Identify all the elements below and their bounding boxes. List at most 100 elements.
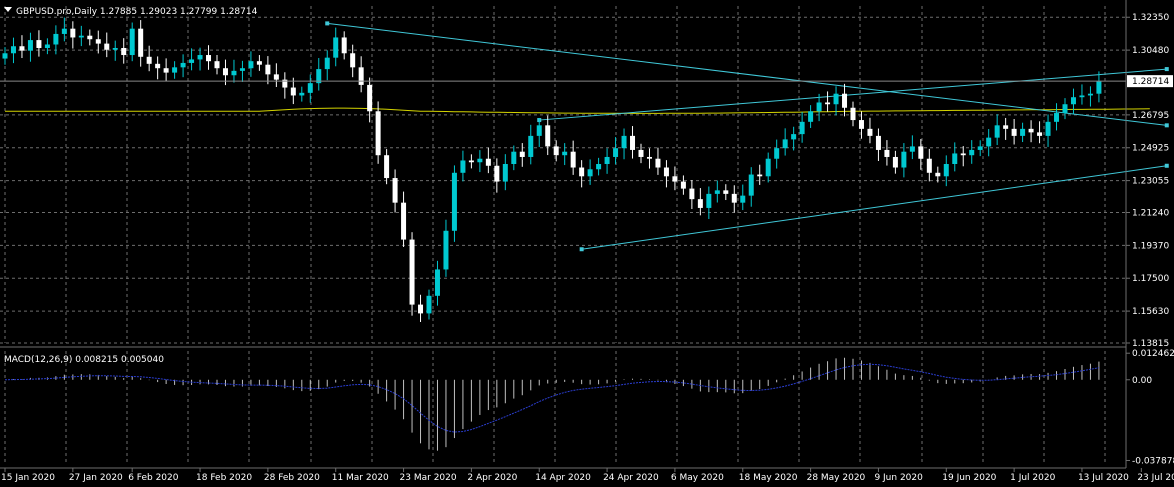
candle-body bbox=[494, 165, 500, 182]
candle-body bbox=[129, 28, 135, 56]
candle-body bbox=[19, 46, 25, 51]
candle-body bbox=[1087, 93, 1093, 96]
candle-body bbox=[222, 68, 228, 76]
price-tick-label: 1.13815 bbox=[1132, 339, 1169, 349]
date-tick-label: 13 Jul 2020 bbox=[1078, 473, 1129, 483]
candle-body bbox=[774, 148, 780, 159]
candle-body bbox=[825, 102, 831, 105]
date-tick-label: 24 Apr 2020 bbox=[603, 473, 659, 483]
candle-body bbox=[935, 172, 941, 177]
candle-body bbox=[358, 67, 364, 85]
candle-body bbox=[655, 158, 661, 168]
candle-body bbox=[638, 149, 644, 157]
date-tick-label: 28 May 2020 bbox=[807, 473, 866, 483]
symbol-header: GBPUSD.pro,Daily 1.27885 1.29023 1.27799… bbox=[4, 7, 258, 17]
candle-body bbox=[44, 44, 50, 49]
candle-body bbox=[977, 146, 983, 150]
candle-body bbox=[61, 28, 67, 34]
date-tick-label: 23 Jul 2020 bbox=[1137, 473, 1174, 483]
candle-body bbox=[468, 160, 474, 163]
date-tick-label: 15 Jan 2020 bbox=[1, 473, 55, 483]
candle-body bbox=[562, 151, 568, 156]
trendline bbox=[581, 165, 1167, 250]
candle-body bbox=[604, 156, 610, 164]
candle-body bbox=[282, 79, 288, 88]
candle-body bbox=[892, 156, 898, 168]
candle-body bbox=[418, 304, 424, 314]
candle-body bbox=[146, 56, 152, 64]
candle-body bbox=[570, 151, 576, 168]
candle-body bbox=[375, 111, 381, 156]
panel-frames bbox=[0, 0, 1127, 469]
candle-body bbox=[672, 176, 678, 182]
trendline-anchor bbox=[325, 21, 330, 26]
candle-body bbox=[867, 128, 873, 136]
candle-body bbox=[782, 139, 788, 149]
candle-body bbox=[273, 74, 279, 80]
macd-tick-label: -0.037878 bbox=[1132, 456, 1174, 466]
collapse-triangle-icon[interactable] bbox=[4, 7, 12, 12]
candle-body bbox=[740, 195, 746, 203]
date-tick-label: 6 May 2020 bbox=[671, 473, 724, 483]
trendline-anchor bbox=[579, 247, 584, 252]
candle-body bbox=[646, 156, 652, 159]
price-tick-label: 1.24925 bbox=[1132, 144, 1169, 154]
candle-body bbox=[748, 174, 754, 196]
candlesticks bbox=[2, 17, 1102, 322]
candle-body bbox=[1096, 81, 1102, 94]
candle-body bbox=[689, 188, 695, 200]
candle-body bbox=[1020, 128, 1026, 136]
candle-body bbox=[536, 125, 542, 136]
candle-body bbox=[1070, 97, 1076, 105]
candle-body bbox=[367, 84, 373, 112]
candle-body bbox=[350, 53, 356, 68]
candle-body bbox=[53, 33, 59, 45]
candle-body bbox=[884, 149, 890, 157]
macd-panel[interactable]: MACD(12,26,9) 0.008215 0.005040 bbox=[4, 351, 1106, 465]
macd-grid bbox=[4, 351, 1106, 465]
trendline bbox=[327, 22, 1167, 126]
candle-body bbox=[401, 202, 407, 240]
macd-signal-line bbox=[4, 363, 1099, 433]
price-panel[interactable] bbox=[0, 6, 1169, 344]
candle-body bbox=[1003, 125, 1009, 129]
candle-body bbox=[206, 55, 212, 62]
candle-body bbox=[1045, 121, 1051, 136]
candle-body bbox=[808, 111, 814, 122]
date-tick-label: 14 Apr 2020 bbox=[535, 473, 591, 483]
candle-body bbox=[299, 92, 305, 96]
date-tick-label: 23 Mar 2020 bbox=[400, 473, 457, 483]
candle-body bbox=[1028, 128, 1034, 133]
candle-body bbox=[502, 163, 508, 182]
date-tick-label: 1 Jul 2020 bbox=[1010, 473, 1055, 483]
candle-body bbox=[842, 93, 848, 108]
trendline-anchor bbox=[1164, 123, 1169, 128]
candle-body bbox=[511, 151, 517, 164]
candle-body bbox=[1054, 113, 1060, 122]
candle-body bbox=[27, 40, 33, 51]
date-tick-label: 28 Feb 2020 bbox=[264, 473, 320, 483]
date-tick-label: 9 Jun 2020 bbox=[874, 473, 923, 483]
candle-body bbox=[87, 35, 93, 40]
trendline-anchor bbox=[1164, 67, 1169, 72]
candle-body bbox=[163, 68, 169, 73]
candle-body bbox=[613, 148, 619, 157]
candle-body bbox=[697, 199, 703, 208]
candle-body bbox=[1011, 128, 1017, 136]
candle-body bbox=[214, 61, 220, 69]
candle-body bbox=[918, 146, 924, 159]
candle-body bbox=[1037, 132, 1043, 136]
trendline bbox=[539, 68, 1167, 121]
candle-body bbox=[189, 59, 195, 63]
candle-body bbox=[112, 48, 118, 50]
price-tick-label: 1.30480 bbox=[1132, 46, 1169, 56]
candle-body bbox=[850, 107, 856, 121]
candle-body bbox=[519, 151, 525, 157]
candle-body bbox=[443, 230, 449, 270]
candle-body bbox=[579, 167, 585, 177]
candle-body bbox=[553, 146, 559, 156]
candle-body bbox=[392, 178, 398, 203]
candle-body bbox=[95, 39, 101, 44]
symbol-info-text: GBPUSD.pro,Daily 1.27885 1.29023 1.27799… bbox=[16, 7, 258, 17]
candle-body bbox=[290, 87, 296, 96]
